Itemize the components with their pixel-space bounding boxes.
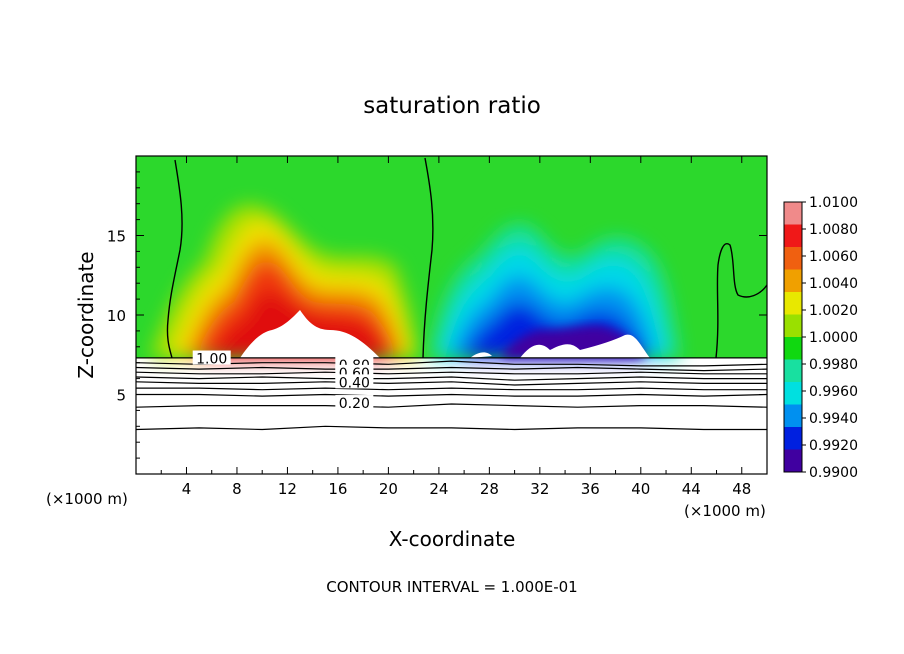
colorbar-label: 1.0100 — [809, 195, 858, 211]
contour-label-bg — [335, 374, 374, 389]
unity-contours — [166, 157, 767, 359]
colorbar-label: 1.0080 — [809, 222, 858, 238]
y-tick-label: 15 — [107, 228, 126, 246]
colorbar-swatch — [784, 449, 802, 473]
x-tick-label: 48 — [732, 480, 751, 498]
y-tick-label: 10 — [107, 307, 126, 325]
y-axis: 5 10 15 — [107, 171, 767, 459]
colorbar-swatch — [784, 224, 802, 248]
colorbar-label: 1.0020 — [809, 303, 858, 319]
contour-lines — [136, 357, 767, 431]
x-tick-label: 32 — [530, 480, 549, 498]
colorbar-swatch — [784, 427, 802, 450]
colorbar-label: 0.9980 — [809, 357, 858, 373]
colorbar-swatch — [784, 269, 802, 293]
colorbar-label: 0.9960 — [809, 384, 858, 400]
contour-interval-note: CONTOUR INTERVAL = 1.000E-01 — [326, 578, 577, 596]
colorbar-swatch — [784, 202, 802, 225]
colorbar-label: 1.0060 — [809, 249, 858, 265]
plot-area: 1.000.800.600.400.20 — [136, 156, 767, 474]
x-tick-label: 40 — [631, 480, 650, 498]
colorbar-swatch — [784, 314, 802, 338]
y-axis-label: Z-coordinate — [74, 251, 98, 378]
cloud-region — [240, 310, 380, 358]
contour-label-bg — [335, 395, 374, 410]
colorbar-swatch — [784, 292, 802, 315]
contour-line-0.70 — [136, 371, 767, 375]
contour-line-0.90 — [136, 360, 767, 367]
x-tick-label: 8 — [232, 480, 242, 498]
x-tick-label: 20 — [379, 480, 398, 498]
x-tick-label: 4 — [182, 480, 192, 498]
contour-line-0.20 — [136, 403, 767, 408]
x-unit-left: (×1000 m) — [46, 490, 128, 508]
colorbar-label: 0.9920 — [809, 438, 858, 454]
x-tick-label: 12 — [278, 480, 297, 498]
x-tick-label: 28 — [480, 480, 499, 498]
colorbar-label: 1.0040 — [809, 276, 858, 292]
x-tick-label: 24 — [429, 480, 448, 498]
colorbar-swatch — [784, 382, 802, 405]
x-tick-label: 36 — [581, 480, 600, 498]
contour-label: 0.40 — [339, 375, 370, 391]
contour-line-0.50 — [136, 381, 767, 386]
colorbar-swatch — [784, 337, 802, 360]
x-tick-label: 16 — [328, 480, 347, 498]
y-tick-label: 5 — [116, 387, 126, 405]
x-tick-label: 44 — [682, 480, 701, 498]
contour-line-0.80 — [136, 366, 767, 372]
saturation-field — [136, 156, 767, 358]
chart-title: saturation ratio — [363, 93, 541, 119]
colorbar-label: 0.9900 — [809, 465, 858, 481]
x-axis: 4 8 12 16 20 24 28 32 36 40 44 48 — [160, 156, 751, 498]
contour-labels: 1.000.800.600.400.20 — [192, 350, 374, 412]
colorbar-swatch — [784, 404, 802, 428]
colorbar-swatch — [784, 247, 802, 270]
colorbar-label: 1.0000 — [809, 330, 858, 346]
contour-label-bg — [192, 350, 231, 365]
colorbar: 1.0100 1.0080 1.0060 1.0040 1.0020 1.0000 0.99… — [783, 195, 858, 481]
x-axis-label: X-coordinate — [389, 527, 516, 551]
contour-line-0.30 — [136, 393, 767, 397]
contour-line-0.60 — [136, 376, 767, 381]
x-unit-right: (×1000 m) — [684, 502, 766, 520]
contour-label: 0.20 — [339, 396, 370, 412]
contour-line-0.40 — [136, 387, 767, 391]
contour-line-0.10 — [136, 425, 767, 431]
contour-label: 1.00 — [196, 352, 227, 368]
colorbar-label: 0.9940 — [809, 411, 858, 427]
colorbar-swatch — [784, 359, 802, 383]
